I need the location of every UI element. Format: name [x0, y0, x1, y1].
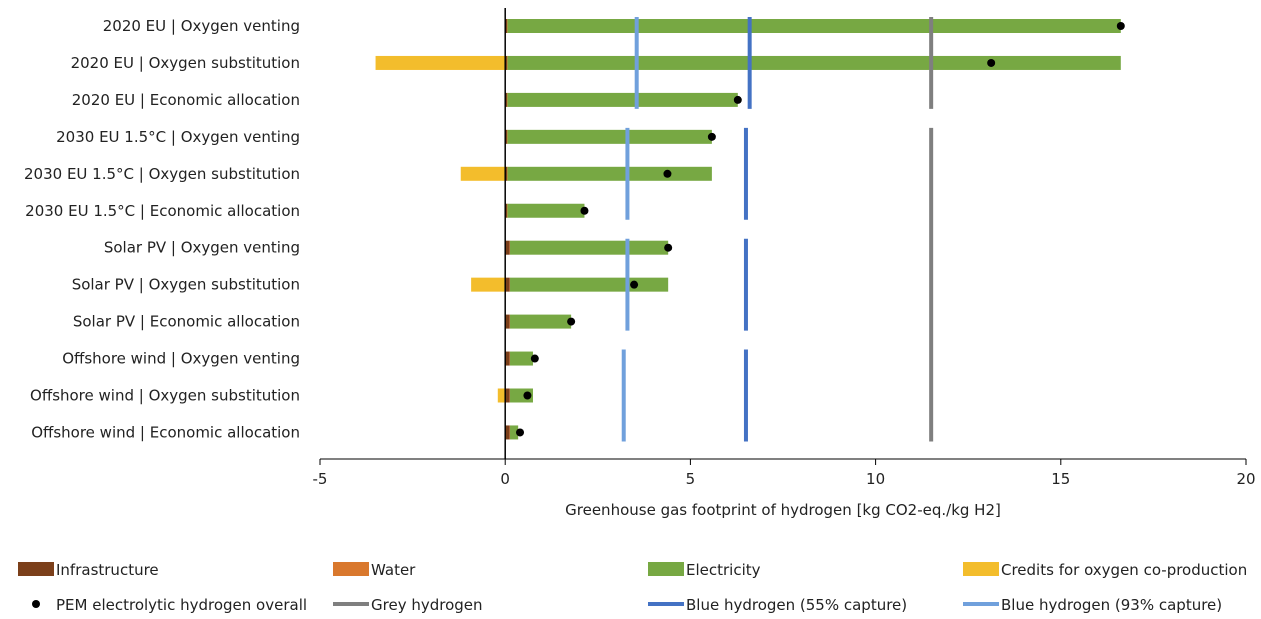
x-tick-label-5: 20 [1236, 470, 1255, 488]
overall-dots-layer [516, 22, 1125, 437]
x-tick-label-1: 0 [500, 470, 510, 488]
legend-water-label: Water [371, 561, 416, 579]
overall-dot-2 [733, 95, 742, 104]
overall-dot-6 [664, 243, 673, 252]
overall-dot-10 [523, 391, 532, 400]
x-tick-label-3: 10 [866, 470, 885, 488]
overall-dot-8 [567, 317, 576, 326]
bar-infrastructure-7 [505, 277, 510, 292]
bar-electricity-4 [507, 166, 712, 181]
bar-electricity-9 [510, 351, 533, 366]
legend-blue-hydrogen-55-capture-label: Blue hydrogen (55% capture) [686, 596, 907, 614]
bar-electricity-2 [507, 92, 738, 107]
bar-infrastructure-4 [505, 166, 508, 181]
bar-infrastructure-8 [505, 314, 510, 329]
x-axis-title: Greenhouse gas footprint of hydrogen [kg… [565, 501, 1001, 519]
category-label-10: Offshore wind | Oxygen substitution [30, 387, 300, 405]
legend-pem-electrolytic-hydrogen-overall-label: PEM electrolytic hydrogen overall [56, 596, 307, 614]
bar-infrastructure-10 [505, 388, 510, 403]
bar-credits-for-oxygen-co-production-7 [471, 277, 506, 292]
legend-water-swatch [333, 562, 369, 576]
bar-credits-for-oxygen-co-production-1 [375, 55, 506, 70]
overall-dot-0 [1116, 22, 1125, 30]
legend-electricity-swatch [648, 562, 684, 576]
category-labels-layer: 2020 EU | Oxygen venting 2020 EU | Oxygen… [24, 17, 300, 441]
bar-water-3 [507, 129, 508, 144]
bar-electricity-7 [510, 277, 669, 292]
overall-dot-3 [707, 132, 716, 141]
category-label-0: 2020 EU | Oxygen venting [103, 17, 300, 35]
x-tick-label-2: 5 [686, 470, 696, 488]
bar-electricity-3 [507, 129, 712, 144]
bar-electricity-1 [507, 55, 1121, 70]
category-label-2: 2020 EU | Economic allocation [72, 91, 300, 109]
bar-infrastructure-1 [505, 55, 508, 70]
legend-credits-for-oxygen-co-production-swatch [963, 562, 999, 576]
bar-infrastructure-3 [505, 129, 508, 144]
bar-electricity-8 [510, 314, 572, 329]
overall-dot-9 [530, 354, 539, 363]
bar-electricity-6 [510, 240, 669, 255]
bar-electricity-0 [507, 19, 1121, 33]
x-tick-label-4: 15 [1051, 470, 1070, 488]
bar-water-11 [509, 425, 511, 440]
bar-water-5 [507, 203, 508, 218]
bar-infrastructure-2 [505, 92, 508, 107]
category-label-7: Solar PV | Oxygen substitution [72, 276, 300, 294]
overall-dot-11 [516, 428, 525, 437]
bar-credits-for-oxygen-co-production-4 [460, 166, 506, 181]
bar-water-6 [509, 240, 511, 255]
reference-lines-layer [621, 17, 934, 442]
bar-water-10 [509, 388, 511, 403]
category-label-5: 2030 EU 1.5°C | Economic allocation [25, 202, 300, 220]
bar-water-2 [507, 92, 508, 107]
legend-infrastructure-label: Infrastructure [56, 561, 159, 579]
bar-electricity-11 [510, 425, 519, 440]
category-label-3: 2030 EU 1.5°C | Oxygen venting [56, 128, 300, 146]
bar-electricity-5 [507, 203, 585, 218]
category-label-9: Offshore wind | Oxygen venting [62, 350, 300, 368]
legend-blue-hydrogen-93-capture-label: Blue hydrogen (93% capture) [1001, 596, 1222, 614]
x-tick-label-0: -5 [313, 470, 328, 488]
bar-water-0 [507, 19, 508, 33]
legend-grey-hydrogen-label: Grey hydrogen [371, 596, 483, 614]
legend-credits-for-oxygen-co-production-label: Credits for oxygen co-production [1001, 561, 1247, 579]
legend-pem-electrolytic-hydrogen-overall-marker [32, 600, 40, 608]
bar-infrastructure-5 [505, 203, 508, 218]
bar-infrastructure-9 [505, 351, 510, 366]
category-label-1: 2020 EU | Oxygen substitution [71, 54, 300, 72]
bar-water-1 [507, 55, 508, 70]
legend-infrastructure-swatch [18, 562, 54, 576]
bar-infrastructure-11 [505, 425, 510, 440]
bar-infrastructure-0 [505, 19, 508, 33]
bar-water-9 [509, 351, 511, 366]
axes-layer: -5 0 5 10 15 20 Greenhouse gas footprint of hy… [313, 8, 1256, 519]
bar-water-7 [509, 277, 511, 292]
category-label-6: Solar PV | Oxygen venting [104, 239, 300, 257]
overall-dot-4 [663, 169, 672, 178]
bar-water-8 [509, 314, 511, 329]
legend: Infrastructure Water Electricity Credits fo… [18, 561, 1247, 614]
overall-dot-1 [987, 58, 996, 67]
overall-dot-5 [580, 206, 589, 215]
bar-water-4 [507, 166, 508, 181]
bar-credits-for-oxygen-co-production-10 [497, 388, 506, 403]
legend-electricity-label: Electricity [686, 561, 761, 579]
overall-dot-7 [630, 280, 639, 289]
category-label-11: Offshore wind | Economic allocation [31, 423, 300, 441]
category-label-8: Solar PV | Economic allocation [73, 313, 300, 331]
bar-infrastructure-6 [505, 240, 510, 255]
category-label-4: 2030 EU 1.5°C | Oxygen substitution [24, 165, 300, 183]
